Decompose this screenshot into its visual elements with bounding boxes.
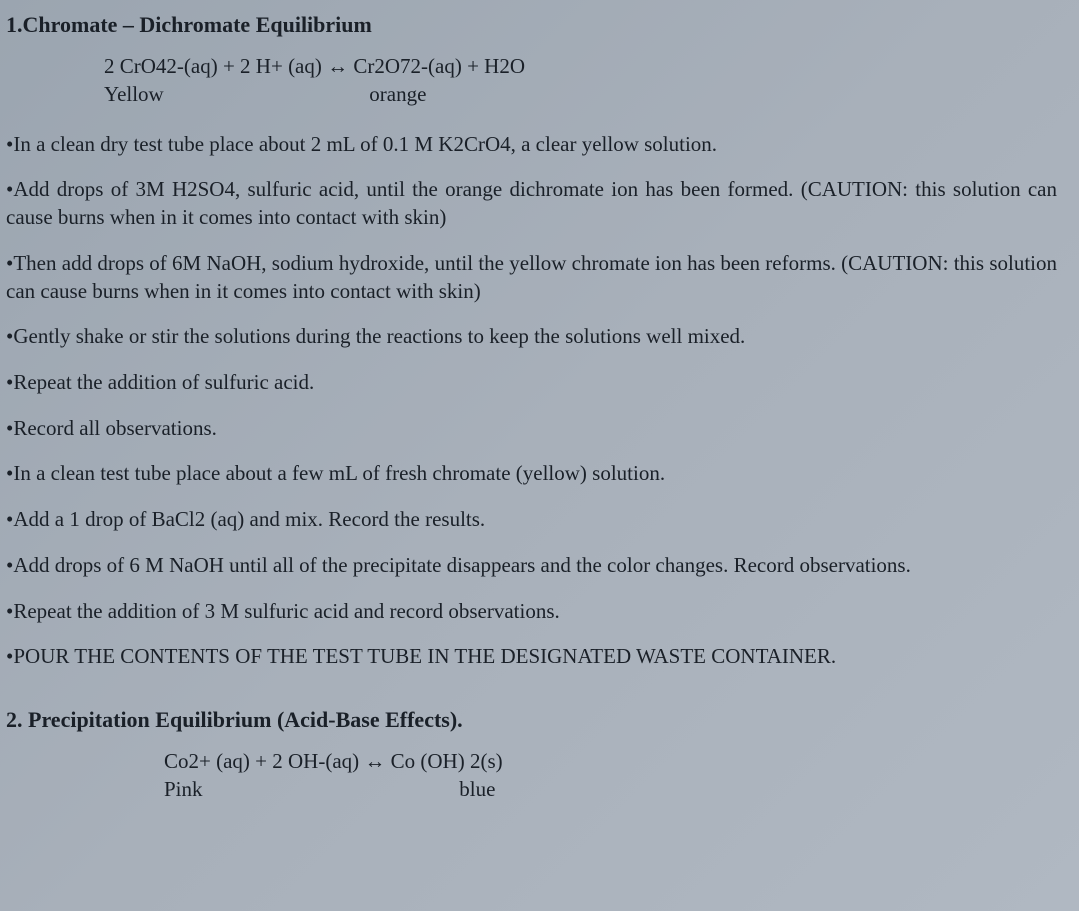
document-page: 1.Chromate – Dichromate Equilibrium 2 Cr… — [0, 0, 1079, 816]
section-1-title: 1.Chromate – Dichromate Equilibrium — [4, 12, 1061, 38]
label-pink: Pink — [164, 775, 454, 803]
step-11: •POUR THE CONTENTS OF THE TEST TUBE IN T… — [4, 643, 1061, 671]
equation-2: Co2+ (aq) + 2 OH-(aq) ↔ Co (OH) 2(s) — [164, 747, 1061, 775]
label-yellow: Yellow — [104, 80, 364, 108]
section-2-title: 2. Precipitation Equilibrium (Acid-Base … — [4, 707, 1061, 733]
step-2: •Add drops of 3M H2SO4, sulfuric acid, u… — [4, 176, 1061, 231]
step-3: •Then add drops of 6M NaOH, sodium hydro… — [4, 250, 1061, 305]
step-8: •Add a 1 drop of BaCl2 (aq) and mix. Rec… — [4, 506, 1061, 534]
label-orange: orange — [369, 80, 426, 108]
step-10: •Repeat the addition of 3 M sulfuric aci… — [4, 598, 1061, 626]
equation-1: 2 CrO42-(aq) + 2 H+ (aq) ↔ Cr2O72-(aq) +… — [104, 52, 1061, 80]
equation-block-2: Co2+ (aq) + 2 OH-(aq) ↔ Co (OH) 2(s) Pin… — [4, 747, 1061, 804]
equation-block-1: 2 CrO42-(aq) + 2 H+ (aq) ↔ Cr2O72-(aq) +… — [4, 52, 1061, 109]
step-9: •Add drops of 6 M NaOH until all of the … — [4, 552, 1061, 580]
step-4: •Gently shake or stir the solutions duri… — [4, 323, 1061, 351]
step-1: •In a clean dry test tube place about 2 … — [4, 131, 1061, 159]
equation-2-labels: Pink blue — [164, 775, 1061, 803]
step-7: •In a clean test tube place about a few … — [4, 460, 1061, 488]
label-blue: blue — [459, 775, 495, 803]
step-6: •Record all observations. — [4, 415, 1061, 443]
equation-1-labels: Yellow orange — [104, 80, 1061, 108]
step-5: •Repeat the addition of sulfuric acid. — [4, 369, 1061, 397]
